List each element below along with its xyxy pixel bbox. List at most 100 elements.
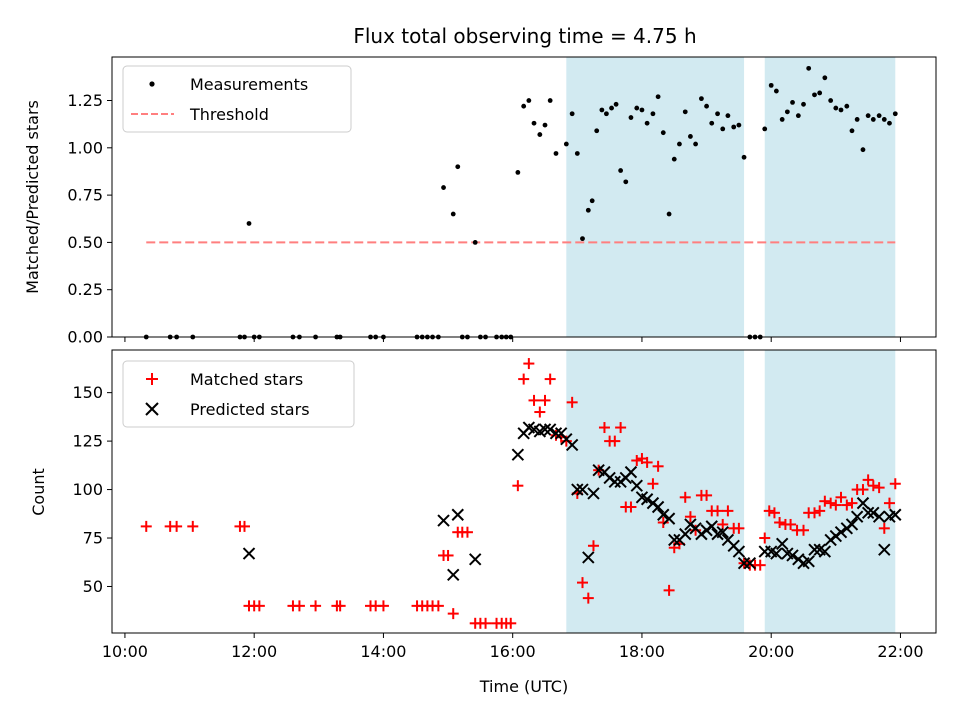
- predicted-star-point-41: [705, 520, 718, 533]
- top-x-axis: [124, 337, 901, 342]
- measurement-point-89: [812, 92, 817, 98]
- matched-star-point-11: [310, 600, 322, 612]
- measurement-point-90: [817, 90, 823, 96]
- predicted-star-point-67: [856, 496, 870, 510]
- measurement-point-81: [768, 82, 774, 88]
- bottom-x-tick-label-1: 12:00: [231, 642, 277, 661]
- legend-predicted-marker: [145, 402, 159, 416]
- matched-star-point-57: [631, 454, 643, 466]
- matched-star-point-99: [857, 484, 869, 496]
- matched-star-point-36: [518, 373, 530, 385]
- matched-star-point-48: [582, 592, 594, 604]
- measurement-point-85: [790, 100, 795, 105]
- measurement-point-44: [574, 151, 580, 156]
- predicted-star-point-26: [624, 465, 638, 479]
- matched-star-point-72: [712, 505, 724, 517]
- bottom-x-tick-label-3: 16:00: [490, 642, 536, 661]
- matched-star-point-39: [534, 406, 546, 418]
- measurement-point-72: [720, 126, 726, 132]
- measurement-point-24: [455, 164, 461, 170]
- bottom-y-axis-label: Count: [29, 468, 48, 516]
- matched-star-point-45: [566, 396, 578, 408]
- matched-star-point-34: [505, 617, 517, 629]
- predicted-star-point-16: [571, 483, 584, 496]
- measurement-point-22: [441, 185, 446, 190]
- measurement-point-102: [881, 117, 887, 122]
- measurement-point-103: [887, 120, 892, 126]
- predicted-star-point-15: [565, 438, 579, 452]
- predicted-star-point-31: [651, 500, 665, 514]
- predicted-star-point-2: [447, 568, 460, 582]
- matched-stars-series: [140, 358, 901, 629]
- predicted-star-point-36: [679, 527, 692, 541]
- matched-star-point-96: [841, 499, 853, 511]
- measurement-point-48: [594, 128, 600, 134]
- bottom-x-axis: 10:00 12:00 14:00 16:00 18:00 20:00 22:00: [102, 633, 924, 661]
- predicted-star-point-3: [451, 508, 464, 521]
- matched-star-point-86: [785, 518, 797, 530]
- measurement-point-96: [849, 128, 855, 134]
- measurement-point-95: [844, 103, 850, 109]
- predicted-star-point-51: [770, 547, 783, 560]
- measurement-point-97: [854, 117, 860, 122]
- predicted-star-point-17: [576, 483, 589, 496]
- matched-star-point-67: [684, 511, 696, 523]
- bottom-y-tick-label-2: 100: [72, 480, 103, 499]
- measurement-point-71: [715, 111, 720, 117]
- top-y-axis: 0.00 0.25 0.50 0.75 1.00 1.25: [67, 91, 112, 347]
- measurement-point-63: [671, 156, 677, 162]
- matched-star-point-97: [846, 497, 858, 509]
- matched-star-point-81: [759, 532, 771, 544]
- matched-star-point-37: [523, 358, 535, 370]
- matched-star-point-103: [878, 522, 890, 534]
- measurement-point-62: [666, 211, 672, 217]
- matched-star-point-54: [615, 422, 627, 434]
- bottom-y-tick-label-3: 125: [72, 432, 103, 451]
- measurement-point-45: [580, 236, 585, 242]
- top-y-tick-label-5: 1.25: [67, 91, 103, 110]
- x-axis-label: Time (UTC): [479, 677, 568, 696]
- measurement-point-43: [569, 111, 575, 117]
- matched-star-point-105: [889, 478, 901, 490]
- measurement-point-98: [860, 147, 866, 153]
- legend-matched-label: Matched stars: [190, 370, 303, 389]
- measurement-point-99: [865, 113, 871, 119]
- measurement-point-84: [784, 109, 790, 115]
- measurement-point-41: [553, 151, 559, 156]
- matched-star-point-63: [663, 584, 675, 596]
- matched-star-point-74: [722, 505, 734, 517]
- matched-star-point-2: [171, 520, 183, 532]
- top-legend: Measurements Threshold: [122, 65, 352, 133]
- measurement-point-53: [618, 168, 624, 173]
- predicted-star-point-71: [878, 543, 891, 556]
- predicted-star-point-0: [242, 547, 256, 560]
- bottom-y-tick-label-1: 75: [83, 529, 103, 548]
- measurement-point-80: [762, 126, 768, 132]
- measurement-point-50: [604, 111, 609, 117]
- measurement-point-82: [773, 88, 779, 94]
- matched-star-point-66: [679, 491, 691, 503]
- matched-star-point-94: [830, 499, 842, 511]
- measurement-point-74: [731, 124, 737, 130]
- measurement-point-87: [801, 101, 806, 107]
- predicted-star-point-33: [662, 512, 676, 525]
- matched-star-point-5: [238, 520, 250, 532]
- measurement-point-101: [876, 113, 882, 119]
- predicted-star-point-65: [845, 518, 859, 531]
- measurement-point-52: [613, 101, 619, 107]
- top-shaded-interval-0: [566, 57, 745, 337]
- predicted-stars-series: [242, 421, 902, 582]
- matched-star-point-93: [825, 497, 837, 509]
- bottom-shaded-interval-0: [566, 350, 745, 633]
- predicted-star-point-12: [549, 427, 563, 440]
- top-y-tick-label-3: 0.75: [67, 186, 103, 205]
- measurement-point-59: [650, 111, 656, 117]
- matched-star-point-83: [768, 507, 780, 519]
- measurement-point-83: [779, 117, 785, 122]
- bottom-shaded-interval-1: [764, 350, 896, 633]
- bottom-y-tick-label-4: 150: [72, 383, 103, 402]
- measurement-point-36: [526, 98, 532, 103]
- matched-star-point-76: [733, 522, 745, 534]
- matched-star-point-30: [480, 617, 492, 629]
